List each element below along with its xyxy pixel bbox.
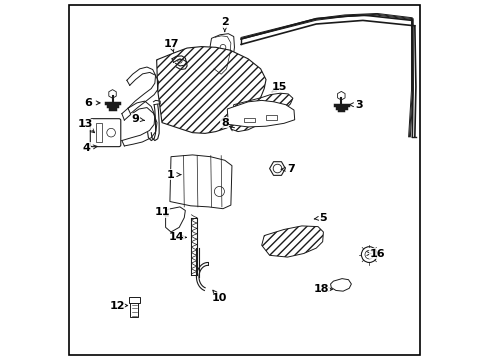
- Text: 5: 5: [319, 213, 326, 222]
- Text: 3: 3: [355, 100, 362, 110]
- Polygon shape: [261, 226, 323, 257]
- Bar: [218, 59, 225, 69]
- Bar: [96, 123, 102, 142]
- Text: 6: 6: [84, 98, 92, 108]
- Text: 10: 10: [211, 293, 226, 303]
- Polygon shape: [330, 279, 351, 291]
- Polygon shape: [156, 46, 265, 134]
- Text: 8: 8: [221, 118, 228, 128]
- Text: 2: 2: [221, 17, 228, 27]
- Bar: [244, 118, 254, 122]
- Bar: [130, 302, 138, 317]
- Text: 7: 7: [286, 164, 294, 174]
- Text: 11: 11: [154, 207, 169, 217]
- Polygon shape: [165, 207, 185, 232]
- Text: 15: 15: [271, 82, 287, 92]
- Bar: [129, 297, 140, 303]
- Text: 13: 13: [77, 120, 92, 129]
- Bar: [265, 116, 276, 120]
- Text: 12: 12: [109, 301, 125, 311]
- Polygon shape: [169, 155, 231, 209]
- Text: 1: 1: [167, 170, 175, 180]
- Polygon shape: [209, 34, 234, 87]
- Text: 18: 18: [313, 284, 329, 294]
- Text: 9: 9: [131, 114, 139, 124]
- FancyBboxPatch shape: [90, 119, 121, 147]
- Text: 16: 16: [368, 248, 384, 258]
- Text: 4: 4: [82, 143, 90, 153]
- Polygon shape: [230, 93, 292, 132]
- Polygon shape: [227, 100, 294, 127]
- Text: 17: 17: [163, 39, 179, 49]
- Text: 14: 14: [168, 232, 184, 242]
